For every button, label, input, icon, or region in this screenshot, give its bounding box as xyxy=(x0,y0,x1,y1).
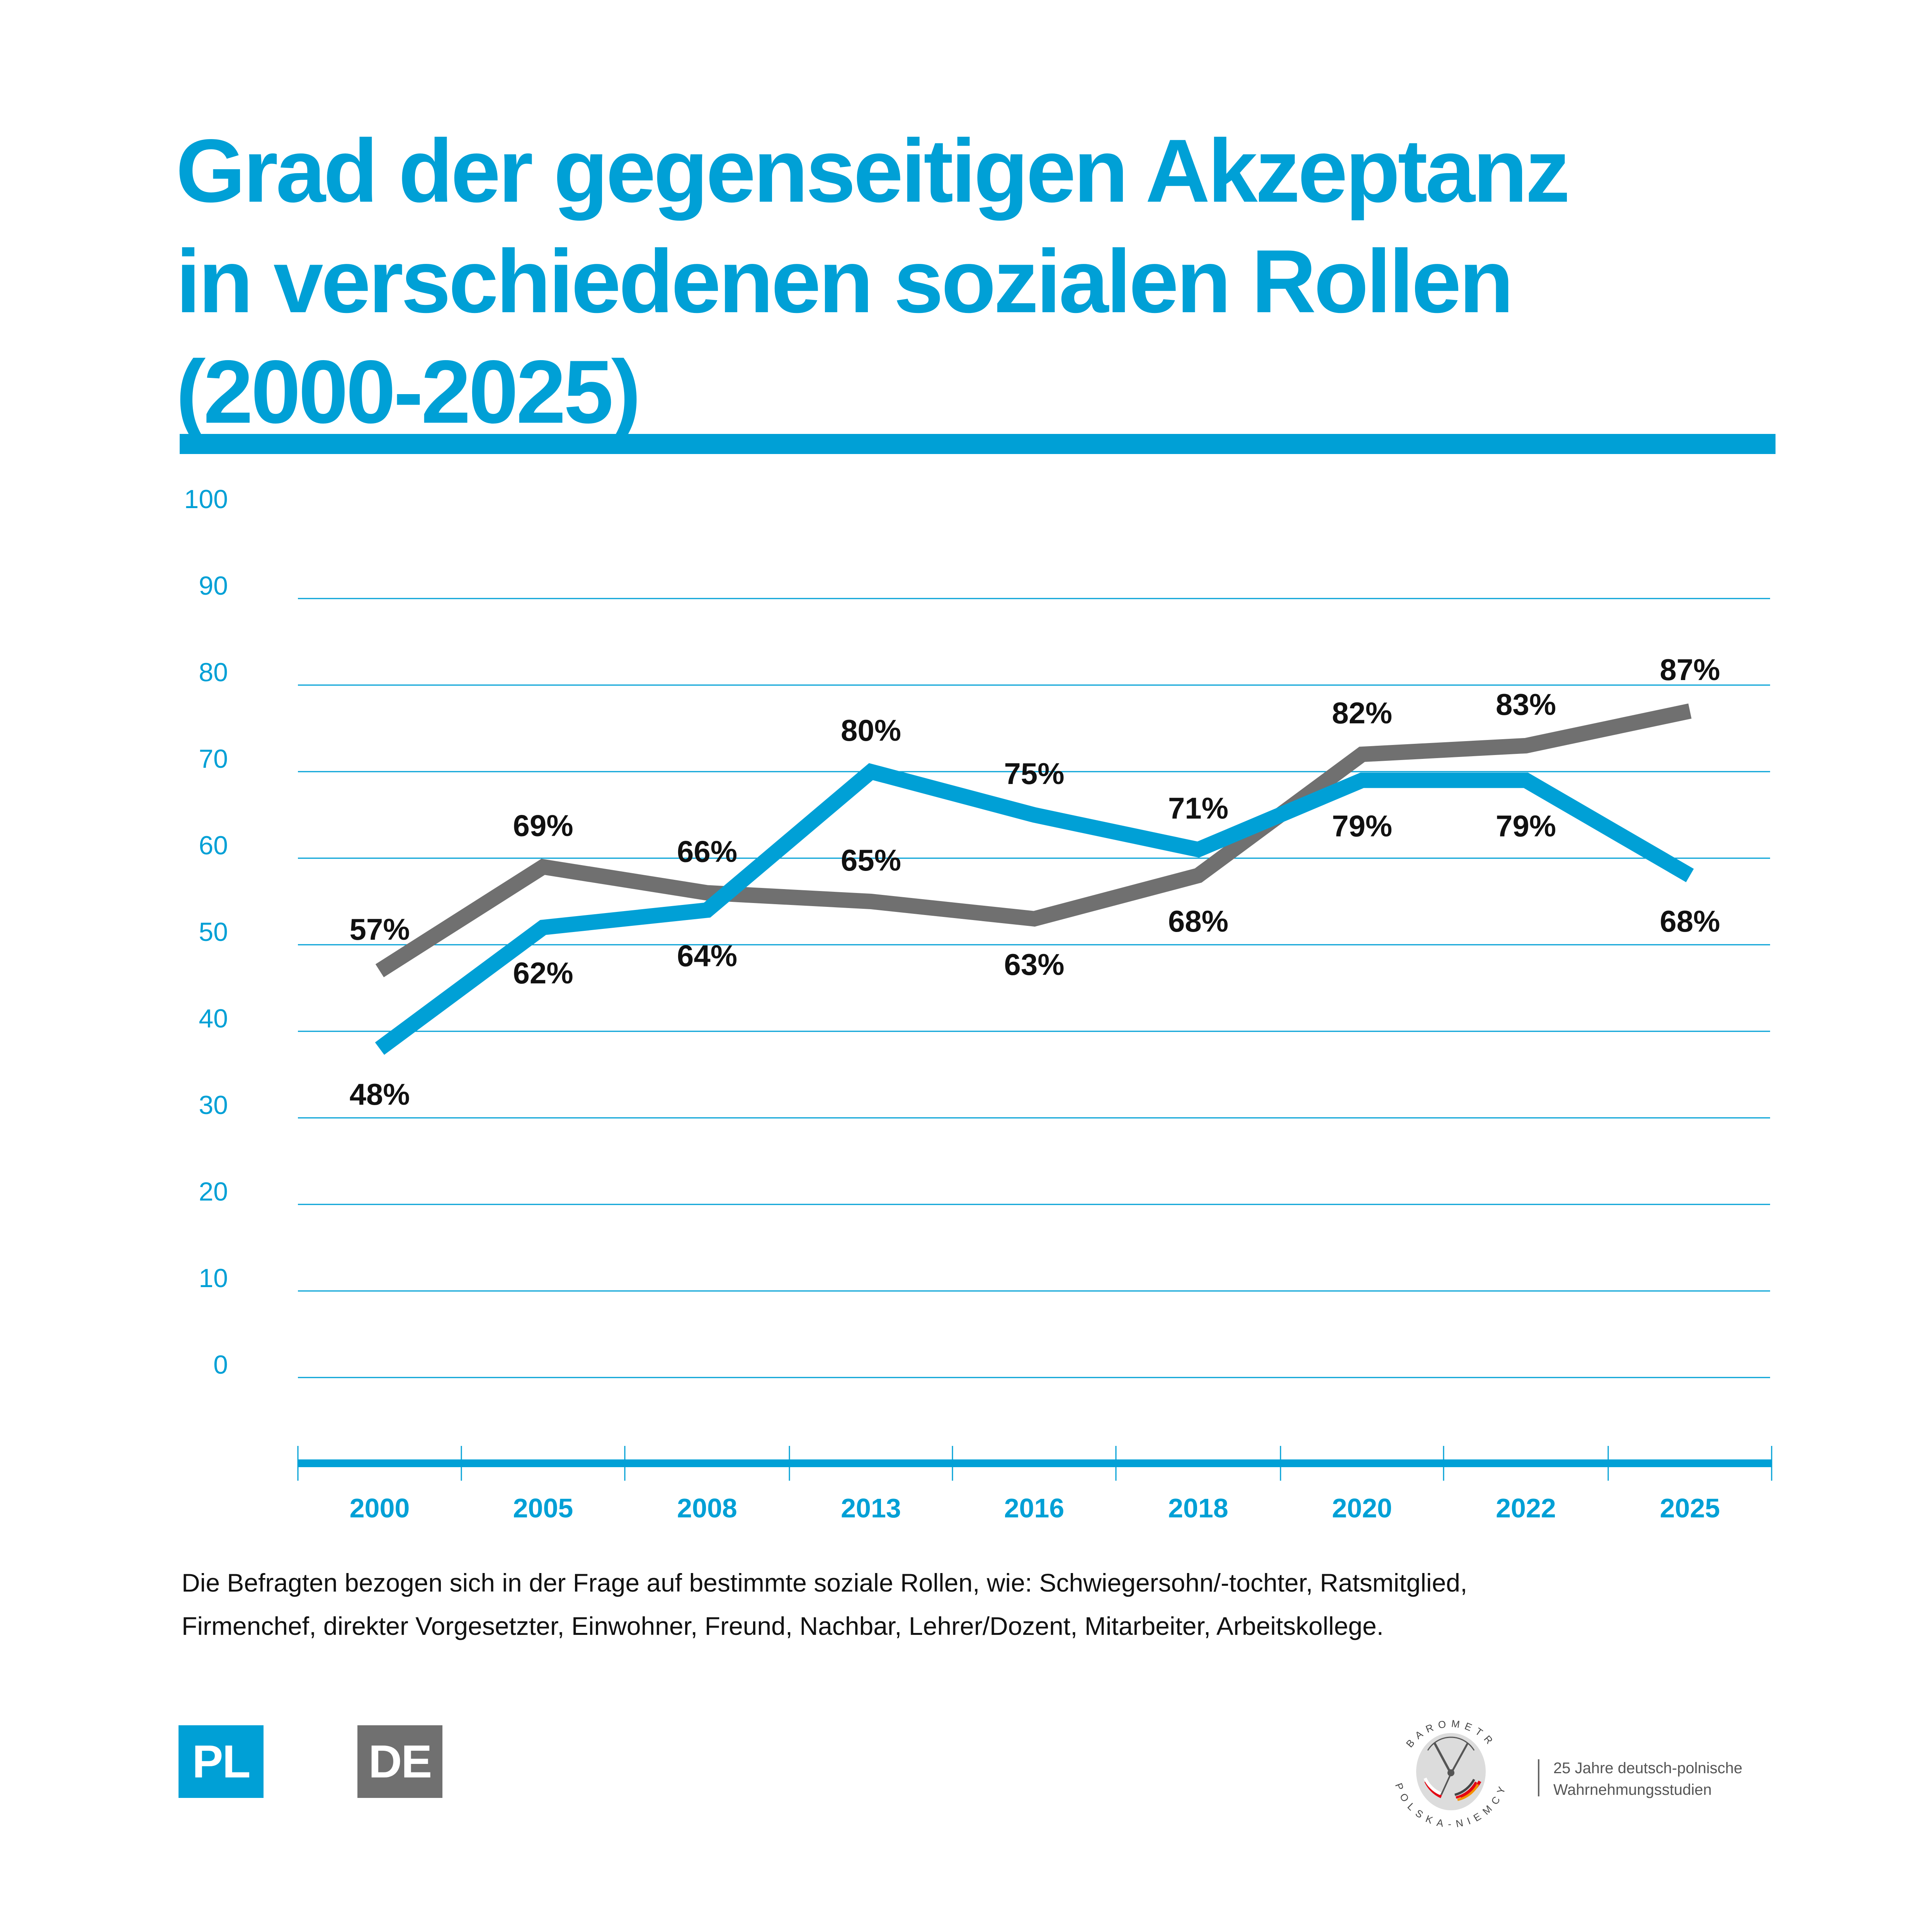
x-axis-bar xyxy=(298,1459,1772,1467)
footnote-line-1: Die Befragten bezogen sich in der Frage … xyxy=(182,1568,1468,1597)
footnote: Die Befragten bezogen sich in der Frage … xyxy=(182,1561,1804,1648)
x-tick-label: 2018 xyxy=(1168,1493,1228,1523)
legend-pl: PL xyxy=(179,1725,264,1798)
y-tick-label: 40 xyxy=(199,1004,228,1033)
y-tick-label: 20 xyxy=(199,1177,228,1206)
data-label-pl: 79% xyxy=(1496,809,1556,843)
data-label-de: 69% xyxy=(513,808,573,842)
y-tick-label: 80 xyxy=(199,658,228,687)
legend-de: DE xyxy=(357,1725,442,1798)
chart-title: Grad der gegenseitigen Akzeptanz in vers… xyxy=(176,116,1570,447)
series-lines xyxy=(375,703,1694,1055)
data-labels: 48% 62% 64% 80% 75% 71% 79% 79% 68% 57% 69% 66% 65% 6… xyxy=(349,653,1720,1111)
y-tick-label: 10 xyxy=(199,1264,228,1293)
data-label-pl: 64% xyxy=(677,939,737,973)
x-tick-label: 2022 xyxy=(1496,1493,1556,1523)
title-line-2: in verschiedenen sozialen Rollen xyxy=(176,231,1514,332)
title-line-1: Grad der gegenseitigen Akzeptanz xyxy=(176,121,1570,221)
badge-caption-line-1: 25 Jahre deutsch-polnische xyxy=(1553,1760,1743,1777)
y-tick-label: 60 xyxy=(199,831,228,860)
y-tick-label: 50 xyxy=(199,917,228,947)
data-label-de: 82% xyxy=(1332,696,1392,730)
barometer-logo: BAROMETR POLSKA-NIEMCY xyxy=(1393,1718,1505,1830)
title-underline-bar xyxy=(180,434,1776,454)
data-label-de: 66% xyxy=(677,835,737,869)
y-tick-label: 100 xyxy=(184,485,228,514)
legend-de-label: DE xyxy=(368,1736,432,1787)
x-tick-label: 2025 xyxy=(1660,1493,1720,1523)
de-flag-arc xyxy=(1454,1779,1475,1796)
x-tick-label: 2013 xyxy=(841,1493,901,1523)
y-tick-label: 0 xyxy=(213,1350,228,1379)
y-tick-label: 70 xyxy=(199,744,228,774)
data-label-de: 65% xyxy=(841,843,901,877)
series-line-de xyxy=(375,703,1692,978)
x-tick-label: 2008 xyxy=(677,1493,737,1523)
data-label-pl: 68% xyxy=(1660,904,1720,938)
x-tick-label: 2020 xyxy=(1332,1493,1392,1523)
data-label-pl: 75% xyxy=(1004,757,1064,791)
data-label-pl: 79% xyxy=(1332,809,1392,843)
title-line-3: (2000-2025) xyxy=(176,342,641,442)
data-label-pl: 62% xyxy=(513,956,573,990)
data-label-de: 83% xyxy=(1496,687,1556,721)
x-tick-label: 2000 xyxy=(350,1493,410,1523)
data-label-pl: 80% xyxy=(841,713,901,747)
data-label-de: 57% xyxy=(349,912,410,946)
footnote-line-2: Firmenchef, direkter Vorgesetzter, Einwo… xyxy=(182,1612,1384,1640)
badge-divider xyxy=(1538,1759,1539,1796)
y-tick-label: 30 xyxy=(199,1090,228,1120)
x-tick-label: 2005 xyxy=(513,1493,573,1523)
badge-caption: 25 Jahre deutsch-polnische Wahrnehmungss… xyxy=(1553,1757,1742,1801)
gridlines xyxy=(298,598,1770,1378)
x-tick-label: 2016 xyxy=(1004,1493,1065,1523)
badge-caption-line-2: Wahrnehmungsstudien xyxy=(1553,1781,1712,1798)
y-tick-label: 90 xyxy=(199,571,228,600)
data-label-pl: 48% xyxy=(349,1077,410,1111)
dial-needle-1 xyxy=(1433,1742,1452,1774)
x-axis: 2000 2005 2008 2013 2016 2018 2020 2022 2025 xyxy=(297,1446,1772,1523)
data-label-pl: 71% xyxy=(1168,791,1228,825)
data-label-de: 68% xyxy=(1168,904,1228,938)
data-label-de: 63% xyxy=(1004,947,1064,981)
data-label-de: 87% xyxy=(1660,653,1720,687)
dial-needle-2 xyxy=(1450,1743,1469,1774)
series-line-pl xyxy=(375,763,1694,1055)
legend-pl-label: PL xyxy=(192,1736,250,1787)
